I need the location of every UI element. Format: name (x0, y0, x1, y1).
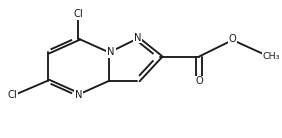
Text: O: O (229, 34, 237, 44)
Text: N: N (107, 47, 115, 57)
Text: N: N (134, 33, 141, 43)
Text: Cl: Cl (7, 90, 17, 99)
Text: O: O (195, 76, 203, 86)
Text: N: N (75, 90, 82, 100)
Text: CH₃: CH₃ (263, 52, 280, 61)
Text: Cl: Cl (74, 9, 83, 19)
